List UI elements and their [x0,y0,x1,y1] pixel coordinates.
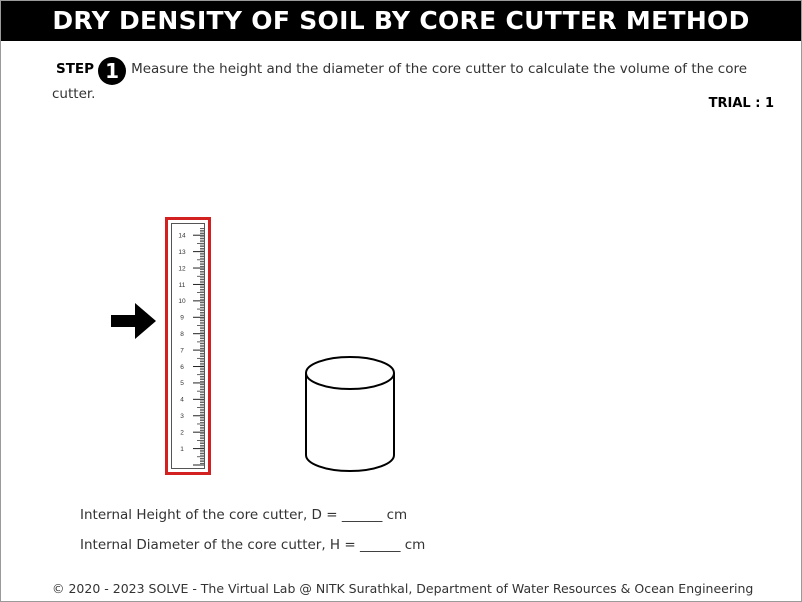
ruler-tick-label: 4 [180,397,184,404]
ruler-tick-label: 7 [180,347,184,354]
ruler-tick-label: 9 [180,315,184,322]
cylinder-body [305,373,395,472]
footer-copyright: © 2020 - 2023 SOLVE - The Virtual Lab @ … [52,581,754,596]
ruler-tick-label: 13 [178,249,186,256]
ruler-tick-label: 11 [179,282,186,289]
right-arrow-icon [111,303,156,339]
ruler-tick-labels: 14 13 12 11 10 9 8 7 6 5 4 3 2 1 [178,233,186,453]
step-number-badge: 1 [98,57,127,85]
ruler-body [171,223,205,469]
ruler-tick-label: 12 [178,265,186,272]
ruler-tick-label: 6 [180,364,184,371]
internal-height-readout: Internal Height of the core cutter, D = … [80,507,408,523]
ruler-tick-label: 1 [180,446,184,453]
core-cutter-cylinder[interactable] [304,353,396,475]
step-instruction-block: STEP 1 Measure the height and the diameter… [52,57,782,103]
internal-diameter-readout: Internal Diameter of the core cutter, H … [80,537,426,553]
ruler-tick-label: 14 [178,233,186,240]
trial-indicator: TRIAL : 1 [708,96,774,111]
step-instruction-text: Measure the height and the diameter of t… [52,61,748,102]
ruler-ticks [193,228,204,466]
page-title: DRY DENSITY OF SOIL BY CORE CUTTER METHO… [1,1,801,41]
step-label: STEP [56,61,95,77]
ruler-tick-label: 8 [180,331,184,338]
ruler-tick-label: 5 [180,380,184,387]
cylinder-top [305,356,395,390]
ruler-tick-label: 3 [180,413,184,420]
ruler-tick-label: 2 [180,429,184,436]
measuring-scale[interactable]: 14 13 12 11 10 9 8 7 6 5 4 3 2 1 [165,217,211,475]
ruler-tick-label: 10 [178,298,186,305]
ruler-selection-highlight [165,217,211,475]
